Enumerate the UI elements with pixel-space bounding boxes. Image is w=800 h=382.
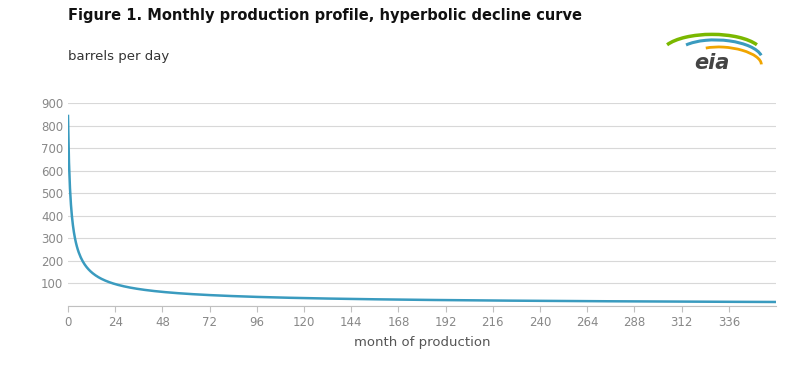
Text: eia: eia — [694, 53, 730, 73]
Text: Figure 1. Monthly production profile, hyperbolic decline curve: Figure 1. Monthly production profile, hy… — [68, 8, 582, 23]
X-axis label: month of production: month of production — [354, 336, 490, 349]
Text: barrels per day: barrels per day — [68, 50, 170, 63]
